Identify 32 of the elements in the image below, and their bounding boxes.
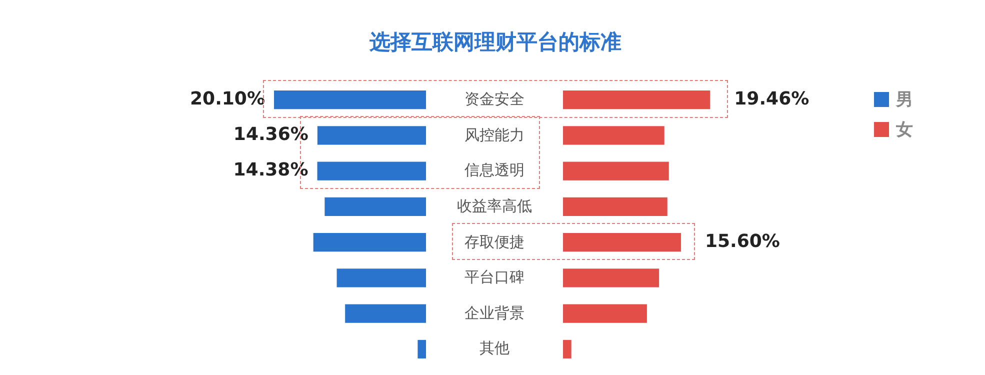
bar [324,197,426,216]
y-tick-label: 其他 [478,338,510,360]
y-tick-label: 信息透明 [464,160,526,182]
legend-label: 女 [896,118,913,140]
bar [313,233,426,252]
bar [563,304,647,323]
text: 选择互联网理财平台的标准 [368,29,622,56]
bar [563,233,681,252]
y-tick-label: 存取便捷 [464,232,526,252]
bar [317,126,426,145]
bar [563,197,668,216]
bar [563,268,660,288]
y-tick-label: 平台口碑 [464,267,526,288]
bar [563,340,572,358]
bar [563,126,664,145]
data-label: 19.46% [734,88,810,110]
y-tick-label: 资金安全 [464,89,526,110]
y-tick-label: 风控能力 [464,124,526,146]
y-tick-label: 收益率高低 [456,196,533,217]
bar [274,90,426,110]
data-label: 14.36% [233,124,308,146]
bar [336,268,426,288]
bar [563,90,710,110]
data-label: 14.38% [233,160,308,181]
bar [345,304,426,323]
bar [418,340,426,358]
y-tick-label: 企业背景 [464,302,526,324]
data-label: 20.10% [190,88,265,110]
bar [317,162,426,180]
legend-label: 男 [896,88,913,110]
data-label: 15.60% [704,230,780,252]
bar [563,162,669,180]
